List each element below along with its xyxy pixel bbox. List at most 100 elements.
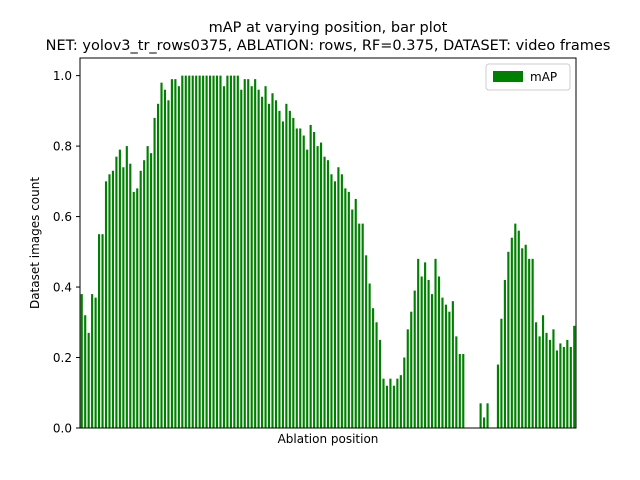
bar-mAP-100 (427, 280, 430, 428)
bar-mAP-107 (451, 301, 454, 428)
bar-mAP-57 (278, 110, 281, 429)
bar-mAP-51 (257, 89, 260, 429)
bar-mAP-2 (87, 332, 90, 428)
bar-mAP-124 (510, 237, 513, 428)
bar-mAP-116 (483, 417, 486, 428)
bar-mAP-142 (573, 325, 576, 428)
bar-mAP-71 (326, 160, 330, 428)
bar-mAP-139 (562, 346, 565, 428)
bar-mAP-17 (139, 170, 142, 428)
bar-mAP-95 (410, 311, 413, 428)
bar-mAP-136 (552, 329, 555, 428)
bar-mAP-26 (170, 79, 173, 428)
bar-mAP-102 (434, 258, 437, 428)
legend-label-mAP: mAP (530, 70, 557, 84)
bar-mAP-48 (247, 79, 250, 428)
bar-mAP-73 (333, 181, 337, 428)
bar-mAP-14 (129, 163, 132, 428)
y-tick-label-4: 0.8 (53, 140, 72, 154)
bar-mAP-92 (399, 375, 402, 428)
bar-mAP-22 (156, 103, 160, 428)
bar-mAP-3 (91, 294, 94, 428)
bar-mAP-72 (330, 174, 333, 428)
bar-mAP-141 (569, 346, 572, 428)
bar-mAP-42 (226, 75, 229, 429)
bar-mAP-46 (240, 89, 243, 429)
bar-mAP-20 (150, 153, 153, 428)
bar-mAP-134 (545, 332, 548, 428)
bar-mAP-10 (115, 156, 118, 429)
bar-mAP-62 (295, 128, 298, 429)
bar-mAP-19 (146, 146, 149, 428)
bar-mAP-13 (125, 146, 128, 428)
bar-mAP-7 (104, 181, 108, 428)
bar-mAP-109 (458, 354, 461, 428)
y-tick-label-2: 0.4 (53, 281, 72, 295)
bar-mAP-67 (313, 132, 316, 428)
y-tick-label-1: 0.2 (53, 351, 72, 365)
bar-mAP-58 (281, 121, 284, 429)
bar-mAP-36 (205, 75, 208, 429)
bar-mAP-30 (184, 75, 187, 429)
bar-mAP-94 (406, 329, 409, 428)
bar-mAP-127 (521, 248, 524, 428)
bar-mAP-132 (538, 336, 541, 428)
y-axis: 0.0 0.2 0.4 0.6 0.8 1.0 (53, 69, 80, 436)
bar-mAP-45 (236, 75, 239, 429)
bar-mAP-68 (316, 146, 319, 428)
bar-mAP-11 (118, 149, 121, 428)
bar-mAP-33 (195, 75, 198, 429)
bar-mAP-37 (208, 75, 212, 429)
bar-mAP-47 (243, 79, 246, 428)
chart-subtitle: NET: yolov3_tr_rows0375, ABLATION: rows,… (46, 38, 611, 54)
bar-mAP-135 (548, 339, 552, 428)
chart-title: mAP at varying position, bar plot (209, 20, 448, 36)
y-tick-label-5: 1.0 (53, 69, 72, 83)
bar-mAP-131 (535, 322, 538, 428)
legend-swatch-mAP (493, 71, 523, 82)
bar-mAP-56 (274, 100, 278, 428)
bar-mAP-66 (309, 124, 312, 428)
bar-mAP-52 (261, 96, 264, 428)
y-tick-label-0: 0.0 (53, 422, 72, 436)
bar-mAP-123 (507, 251, 510, 428)
bar-mAP-15 (132, 191, 135, 428)
bar-mAP-126 (517, 230, 520, 428)
bar-mAP-79 (354, 198, 357, 428)
bar-mAP-8 (108, 174, 111, 428)
bar-mAP-29 (181, 75, 184, 429)
bar-mAP-77 (347, 191, 350, 428)
bar-mAP-80 (358, 223, 361, 428)
bar-mAP-81 (361, 223, 364, 428)
bar-mAP-65 (306, 149, 309, 428)
bar-mAP-44 (233, 75, 236, 429)
bar-mAP-86 (378, 339, 382, 428)
bar-mAP-40 (219, 75, 222, 429)
bar-mAP-129 (528, 258, 531, 428)
bar-mAP-97 (417, 258, 420, 428)
bar-mAP-38 (212, 75, 215, 429)
bar-mAP-5 (98, 234, 101, 428)
bar-mAP-103 (437, 276, 441, 428)
bar-mAP-130 (531, 258, 534, 428)
bars-group (80, 75, 576, 429)
x-axis-label: Ablation position (278, 432, 379, 446)
legend: mAP (485, 63, 571, 91)
bar-mAP-60 (288, 110, 291, 429)
bar-mAP-137 (555, 350, 558, 428)
bar-mAP-117 (486, 403, 489, 428)
bar-mAP-115 (479, 403, 482, 428)
bar-mAP-96 (413, 290, 416, 428)
bar-mAP-0 (80, 294, 83, 428)
bar-mAP-16 (136, 188, 139, 428)
bar-mAP-85 (375, 322, 378, 428)
bar-mAP-75 (340, 174, 343, 428)
bar-mAP-43 (229, 75, 232, 429)
bar-mAP-18 (143, 160, 146, 428)
bar-mAP-49 (250, 86, 253, 428)
bar-mAP-104 (441, 297, 444, 428)
bar-mAP-76 (344, 188, 347, 428)
bar-mAP-122 (503, 280, 506, 428)
bar-mAP-83 (368, 283, 371, 428)
